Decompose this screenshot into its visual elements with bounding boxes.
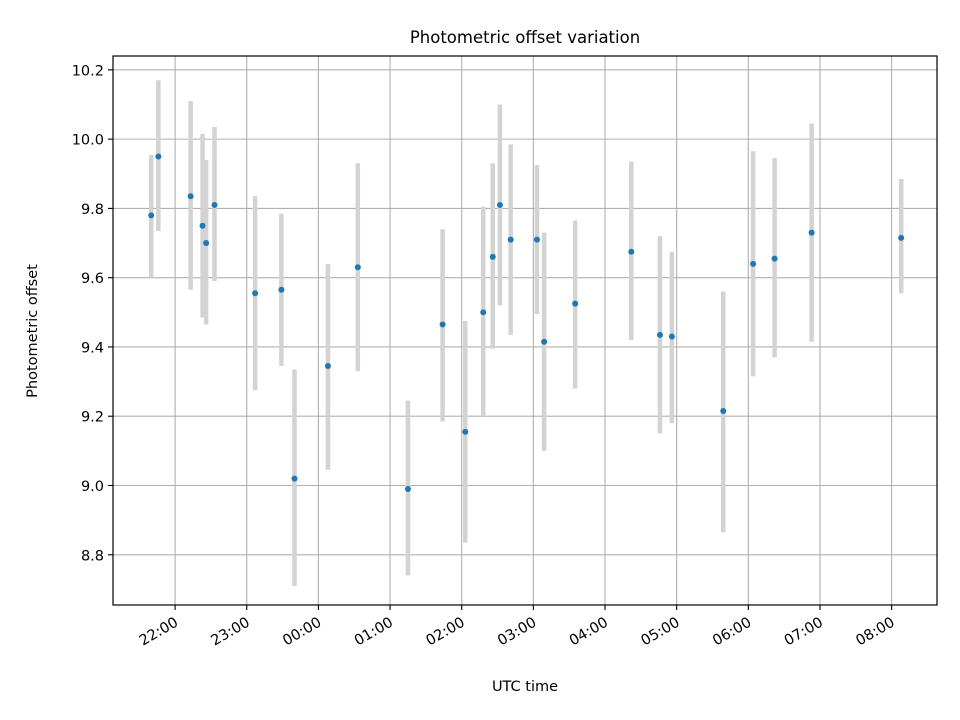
data-point — [496, 201, 503, 208]
data-point — [750, 260, 757, 267]
grid — [113, 56, 937, 605]
y-tick-label: 10.2 — [72, 63, 104, 79]
axes-frame — [112, 55, 938, 606]
data-point — [533, 236, 540, 243]
data-point — [211, 201, 218, 208]
y-tick-label: 9.4 — [81, 340, 104, 356]
data-point — [656, 331, 663, 338]
y-tick-label: 9.6 — [81, 271, 104, 287]
data-point — [720, 408, 727, 415]
x-axis-label: UTC time — [492, 679, 558, 695]
y-tick-label: 9.2 — [81, 410, 104, 426]
data-point — [155, 153, 162, 160]
data-point — [199, 222, 206, 229]
data-point — [541, 338, 548, 345]
data-point — [187, 193, 194, 200]
data-point — [489, 253, 496, 260]
y-tick-label: 10.0 — [72, 133, 104, 149]
data-point — [572, 300, 579, 307]
data-point — [439, 321, 446, 328]
y-axis-ticks: 8.8 9.0 9.2 9.4 9.6 9.8 10.0 10.2 — [72, 63, 113, 564]
data-point — [507, 236, 514, 243]
data-point — [628, 248, 635, 255]
data-point — [252, 290, 259, 297]
y-tick-label: 8.8 — [81, 548, 104, 564]
data-point — [462, 428, 469, 435]
y-tick-label: 9.0 — [81, 479, 104, 495]
data-point — [404, 485, 411, 492]
data-point — [291, 475, 298, 482]
data-point — [324, 363, 331, 370]
data-point — [278, 286, 285, 293]
data-point — [808, 229, 815, 236]
data-point — [898, 234, 905, 241]
data-point — [148, 212, 155, 219]
data-point — [354, 264, 361, 271]
data-point — [668, 333, 675, 340]
data-point — [203, 240, 210, 247]
data-points — [148, 153, 905, 492]
y-tick-label: 9.8 — [81, 202, 104, 218]
data-point — [480, 309, 487, 316]
y-axis-label: Photometric offset — [25, 264, 41, 398]
data-point — [771, 255, 778, 262]
chart-title: Photometric offset variation — [410, 28, 640, 47]
